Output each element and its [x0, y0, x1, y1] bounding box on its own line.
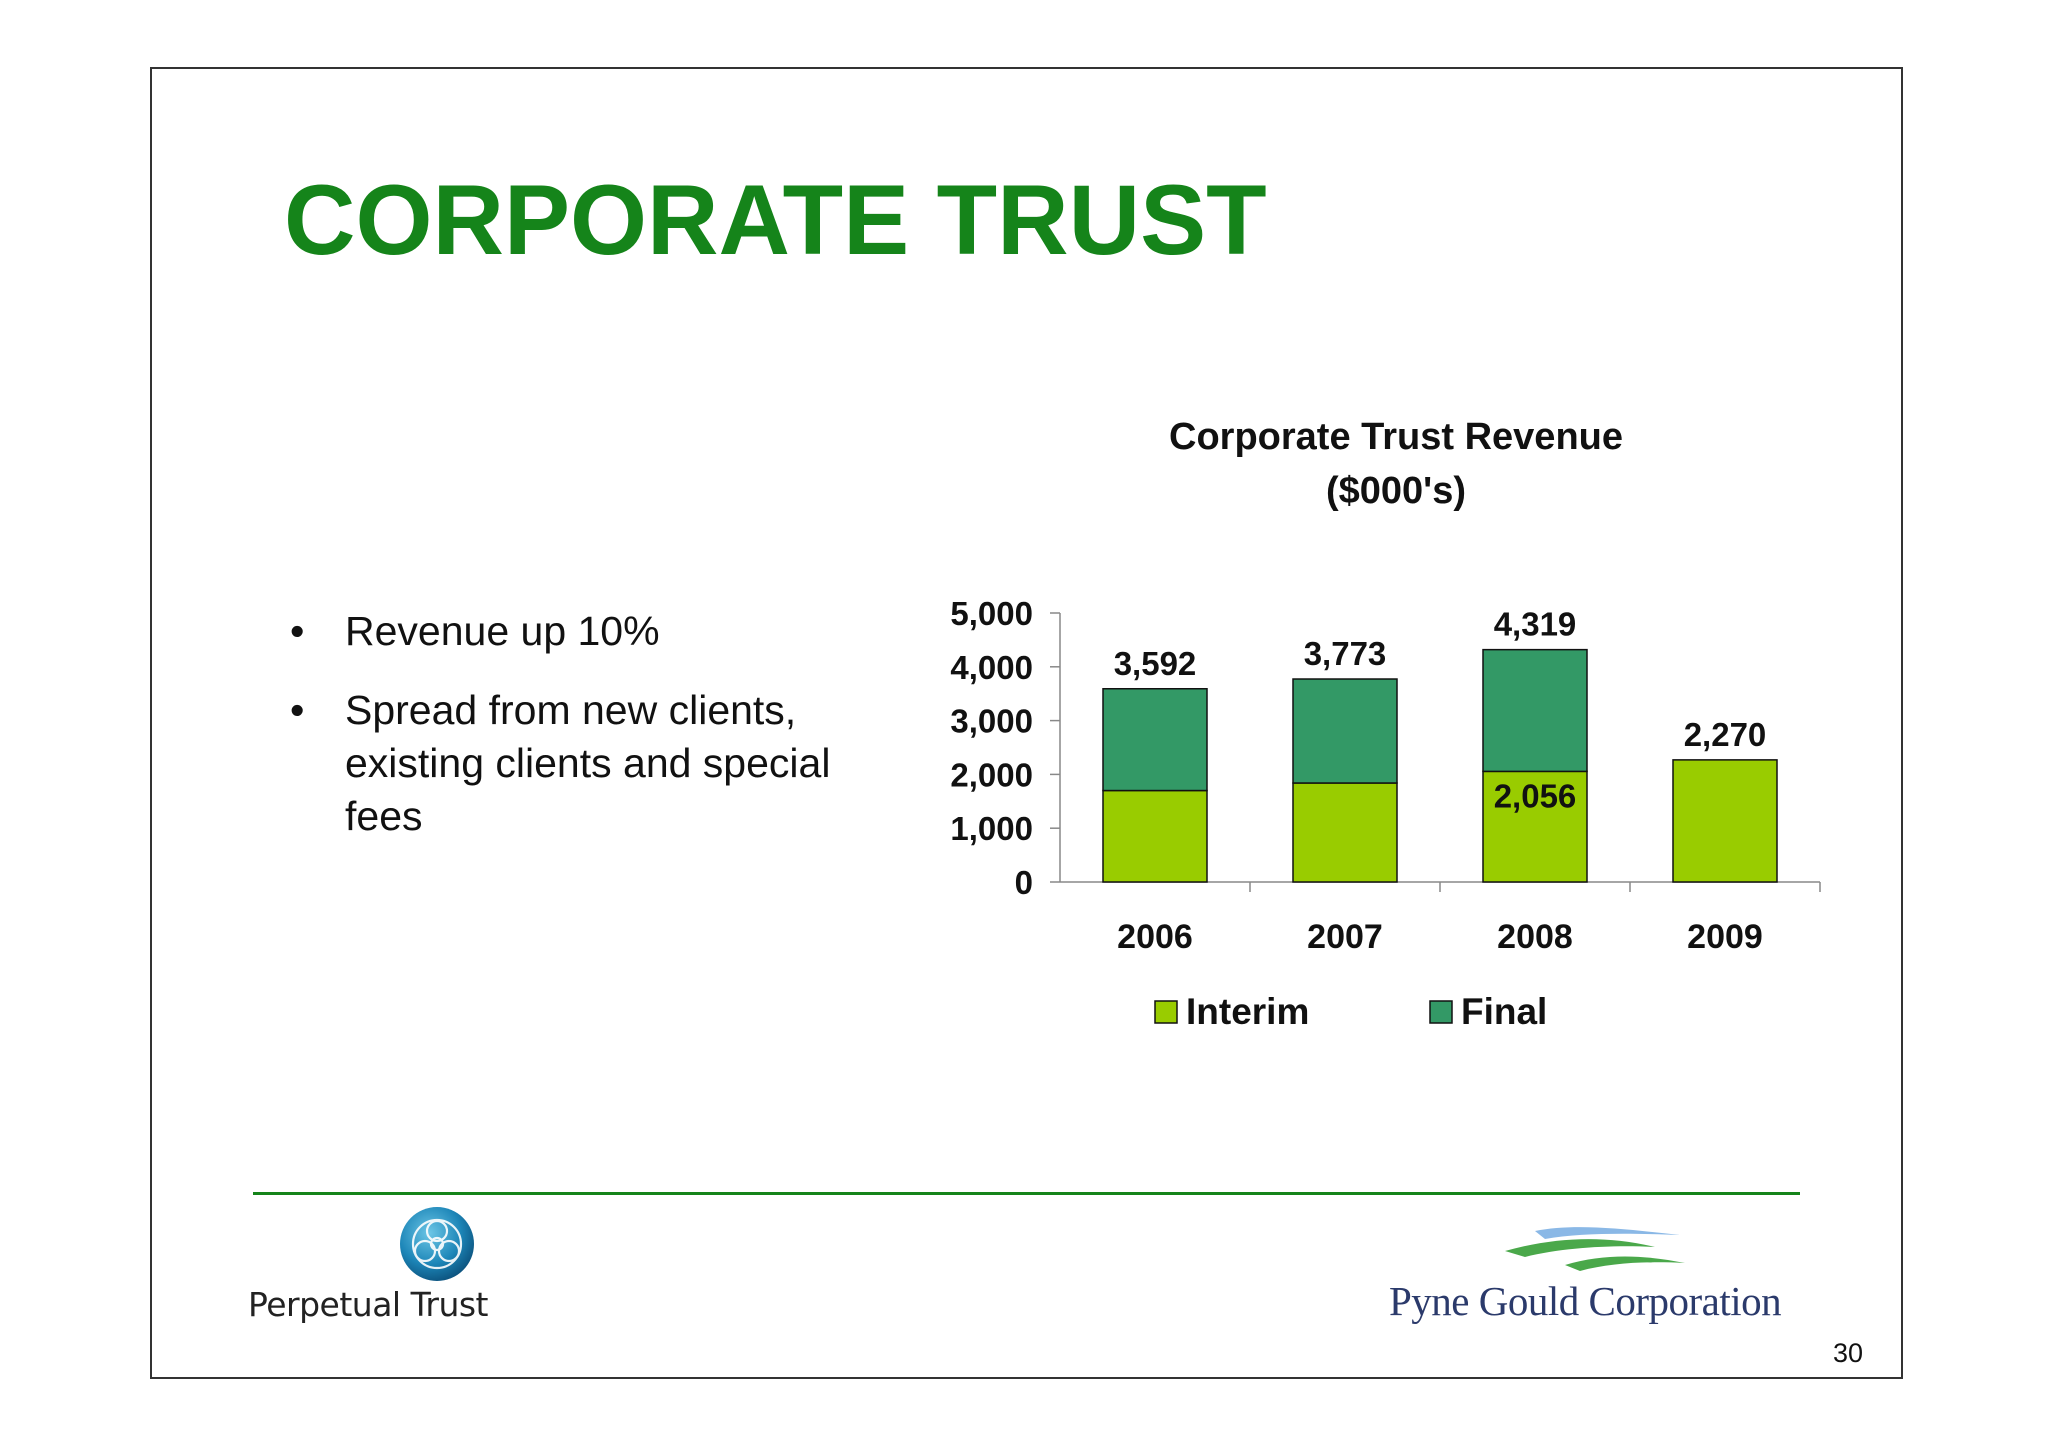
bar-final — [1292, 678, 1398, 784]
bullet-item: Spread from new clients, existing client… — [290, 684, 850, 843]
footer-rule — [253, 1192, 1800, 1195]
waves-icon — [1505, 1227, 1685, 1271]
legend-final-label: Final — [1461, 991, 1547, 1032]
total-label: 2,270 — [1684, 716, 1767, 753]
legend-interim-swatch — [1154, 1000, 1178, 1024]
bar-interim — [1482, 770, 1588, 883]
total-label: 4,319 — [1494, 606, 1577, 643]
bullet-list: Revenue up 10% Spread from new clients, … — [290, 605, 850, 869]
pyne-gould-logo: Pyne Gould Corporation — [1385, 1225, 1805, 1330]
bar-interim — [1102, 789, 1208, 883]
total-label: 3,773 — [1304, 635, 1387, 672]
x-tick-label: 2006 — [1117, 918, 1193, 956]
perpetual-trust-logo: Perpetual Trust — [248, 1205, 489, 1330]
y-tick-label: 0 — [1015, 864, 1033, 901]
legend-final-swatch — [1429, 1000, 1453, 1024]
y-tick-label: 2,000 — [950, 756, 1033, 793]
legend-interim-label: Interim — [1186, 991, 1309, 1032]
celtic-knot-emblem-icon — [400, 1207, 474, 1281]
y-tick-label: 4,000 — [950, 649, 1033, 686]
page-number: 30 — [1833, 1338, 1864, 1368]
y-tick-label: 1,000 — [950, 810, 1033, 847]
perpetual-trust-name: Perpetual Trust — [248, 1285, 489, 1324]
y-tick-label: 5,000 — [950, 595, 1033, 632]
chart-subtitle: ($000's) — [1326, 470, 1466, 512]
bar-final — [1102, 688, 1208, 792]
y-tick-label: 3,000 — [950, 703, 1033, 740]
bar-interim — [1292, 782, 1398, 883]
interim-label: 2,056 — [1494, 777, 1577, 814]
bullet-item: Revenue up 10% — [290, 605, 850, 658]
total-label: 3,592 — [1114, 645, 1197, 682]
pyne-gould-name: Pyne Gould Corporation — [1389, 1278, 1782, 1324]
x-tick-label: 2009 — [1687, 918, 1763, 956]
x-tick-label: 2008 — [1497, 918, 1573, 956]
bar-final — [1482, 648, 1588, 773]
chart-title: Corporate Trust Revenue — [1169, 416, 1623, 458]
bar-interim — [1672, 759, 1778, 883]
x-tick-label: 2007 — [1307, 918, 1383, 956]
slide-title: CORPORATE TRUST — [284, 164, 1267, 275]
